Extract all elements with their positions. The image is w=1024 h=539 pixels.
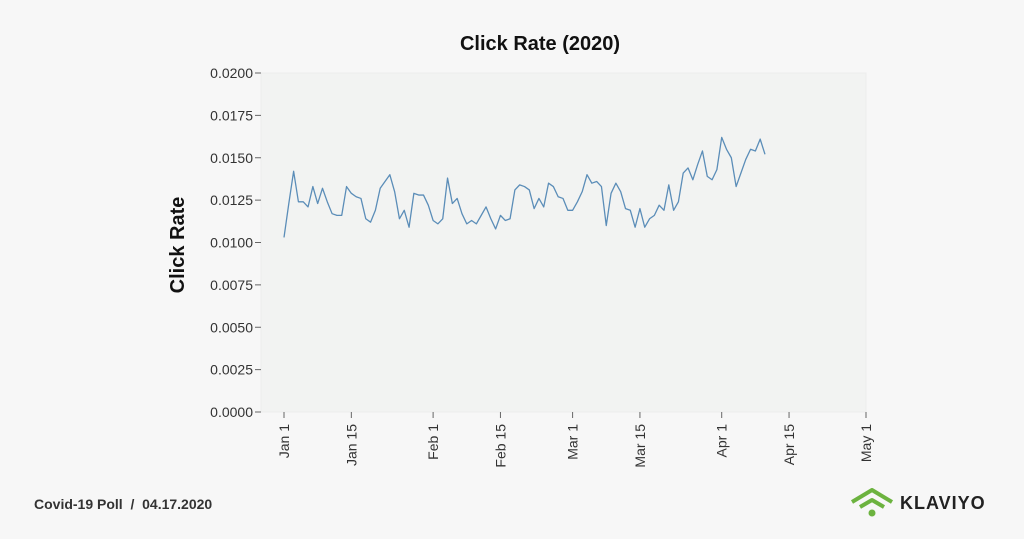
y-axis-label: Click Rate bbox=[167, 197, 189, 294]
x-tick-label: Feb 1 bbox=[425, 424, 441, 460]
y-tick-label: 0.0150 bbox=[210, 150, 253, 166]
y-tick-label: 0.0000 bbox=[210, 404, 253, 420]
y-tick-label: 0.0125 bbox=[210, 192, 253, 208]
x-tick-label: May 1 bbox=[858, 424, 874, 462]
footer-source: Covid-19 Poll / 04.17.2020 bbox=[34, 496, 213, 512]
chart-title: Click Rate (2020) bbox=[460, 33, 620, 55]
logo-text: KLAVIYO bbox=[900, 492, 986, 513]
y-tick-label: 0.0100 bbox=[210, 235, 253, 251]
series-line bbox=[283, 136, 766, 238]
y-tick-label: 0.0025 bbox=[210, 362, 253, 378]
line-chart: Click Rate (2020) Click Rate 0.0000 0.002… bbox=[167, 33, 874, 468]
plot-area bbox=[260, 72, 867, 413]
y-tick-label: 0.0050 bbox=[210, 319, 253, 335]
klaviyo-wifi-icon bbox=[850, 488, 894, 517]
y-tick-label: 0.0200 bbox=[210, 65, 253, 81]
y-tick-label: 0.0075 bbox=[210, 277, 253, 293]
x-axis: Jan 1 Jan 15 Feb 1 Feb 15 Mar 1 Mar 15 Apr 1 Ap… bbox=[276, 412, 874, 468]
x-tick-label: Jan 1 bbox=[276, 424, 292, 458]
x-tick-label: Feb 15 bbox=[492, 424, 508, 468]
klaviyo-logo: KLAVIYO bbox=[850, 488, 986, 518]
y-tick-label: 0.0175 bbox=[210, 107, 253, 123]
series-layer bbox=[283, 136, 766, 238]
x-tick-label: Apr 1 bbox=[714, 424, 730, 458]
x-tick-label: Jan 15 bbox=[343, 424, 359, 466]
x-tick-label: Apr 15 bbox=[781, 424, 797, 465]
x-tick-label: Mar 15 bbox=[632, 424, 648, 468]
y-axis: 0.0000 0.0025 0.0050 0.0075 0.0100 0.0125 0.01… bbox=[210, 65, 261, 420]
x-tick-label: Mar 1 bbox=[565, 424, 581, 460]
